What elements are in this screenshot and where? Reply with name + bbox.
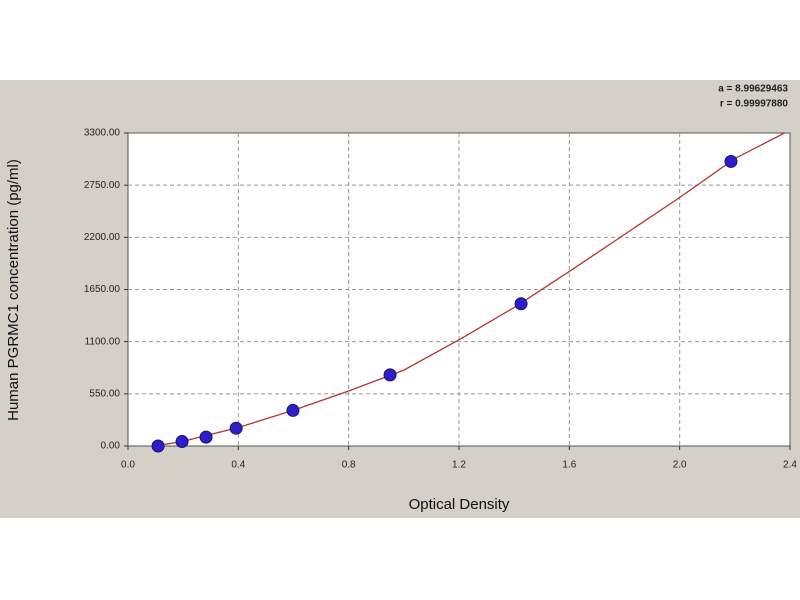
y-tick-label: 2200.00 xyxy=(84,232,121,243)
data-point xyxy=(724,154,738,168)
y-tick-label: 3300.00 xyxy=(84,128,121,139)
x-tick-label: 2.0 xyxy=(673,460,687,471)
data-point xyxy=(229,421,243,435)
data-point xyxy=(514,297,528,311)
y-tick-label: 550.00 xyxy=(89,388,120,399)
x-tick-label: 0.8 xyxy=(342,460,356,471)
x-tick-label: 0.4 xyxy=(231,460,245,471)
data-point xyxy=(383,368,397,382)
data-point xyxy=(199,430,213,444)
x-tick-label: 1.6 xyxy=(562,460,576,471)
annotation: r = 0.99997880 xyxy=(720,99,789,110)
data-point xyxy=(175,435,189,449)
x-tick-label: 0.0 xyxy=(121,460,135,471)
data-point xyxy=(286,403,300,417)
y-tick-label: 0.00 xyxy=(101,441,121,452)
annotation: a = 8.99629463 xyxy=(718,84,788,95)
x-axis-title: Optical Density xyxy=(409,496,510,513)
y-tick-label: 1650.00 xyxy=(84,284,121,295)
y-axis-title: Human PGRMC1 concentration (pg/ml) xyxy=(5,159,22,421)
x-tick-label: 1.2 xyxy=(452,460,466,471)
y-tick-label: 1100.00 xyxy=(85,336,121,347)
x-tick-label: 2.4 xyxy=(783,460,797,471)
y-tick-label: 2750.00 xyxy=(84,180,121,191)
data-point xyxy=(151,439,165,453)
